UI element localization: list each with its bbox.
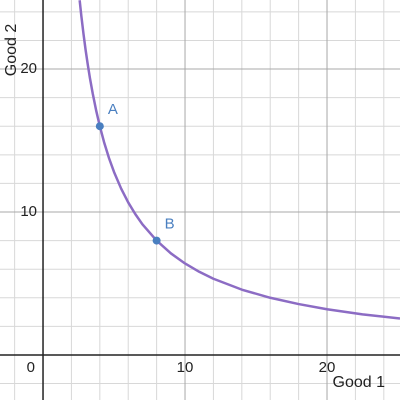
point xyxy=(152,236,161,245)
point xyxy=(95,122,104,131)
x-tick-label: 0 xyxy=(27,359,35,376)
point-label: B xyxy=(165,216,175,233)
y-axis-label: Good 2 xyxy=(3,24,20,77)
x-tick-label: 20 xyxy=(319,359,336,376)
y-tick-label: 10 xyxy=(20,203,37,220)
y-tick-label: 20 xyxy=(20,60,37,77)
indifference-curve xyxy=(78,0,400,320)
x-tick-label: 10 xyxy=(177,359,194,376)
labels: 0 10 20 10 20 A B xyxy=(20,60,335,376)
plot-area xyxy=(78,0,400,320)
point-label: A xyxy=(108,101,118,118)
x-axis-label: Good 1 xyxy=(333,374,386,391)
